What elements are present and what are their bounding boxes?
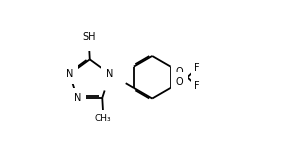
Text: N: N — [109, 69, 117, 79]
Text: SH: SH — [82, 32, 96, 42]
Text: CH₃: CH₃ — [95, 114, 111, 123]
Text: N: N — [70, 93, 78, 103]
Text: N: N — [74, 93, 81, 103]
Text: N: N — [63, 69, 70, 79]
Text: F: F — [194, 63, 199, 73]
Text: N: N — [106, 69, 114, 79]
Text: O: O — [176, 77, 183, 87]
Text: F: F — [194, 81, 199, 91]
Text: O: O — [176, 67, 183, 77]
Text: N: N — [66, 69, 73, 79]
